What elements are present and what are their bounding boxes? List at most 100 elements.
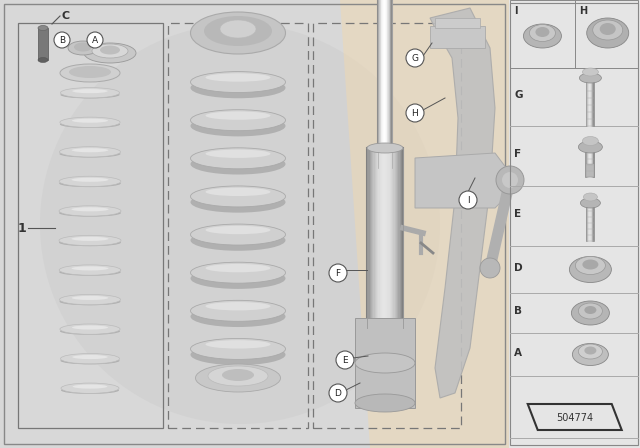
Polygon shape <box>340 0 509 448</box>
Ellipse shape <box>72 384 108 389</box>
Circle shape <box>329 264 347 282</box>
Ellipse shape <box>524 24 561 48</box>
Text: E: E <box>515 209 522 219</box>
Bar <box>586 164 595 177</box>
Circle shape <box>496 166 524 194</box>
Text: I: I <box>467 195 469 204</box>
Ellipse shape <box>205 112 271 120</box>
Ellipse shape <box>191 148 285 169</box>
Ellipse shape <box>575 257 605 275</box>
Text: C: C <box>62 11 70 21</box>
Ellipse shape <box>72 178 109 182</box>
Text: A: A <box>515 348 522 358</box>
Ellipse shape <box>60 117 120 128</box>
Ellipse shape <box>72 89 108 93</box>
Ellipse shape <box>60 64 120 82</box>
Ellipse shape <box>600 23 616 35</box>
Ellipse shape <box>69 66 111 78</box>
Ellipse shape <box>59 209 121 217</box>
Text: G: G <box>515 90 523 100</box>
Circle shape <box>406 49 424 67</box>
Ellipse shape <box>59 268 121 276</box>
Ellipse shape <box>191 116 285 136</box>
Ellipse shape <box>579 141 602 153</box>
Ellipse shape <box>191 306 285 327</box>
Ellipse shape <box>220 20 256 38</box>
Ellipse shape <box>60 298 120 305</box>
Ellipse shape <box>579 73 602 83</box>
Ellipse shape <box>195 364 280 392</box>
Ellipse shape <box>205 226 271 234</box>
Ellipse shape <box>60 121 120 128</box>
Ellipse shape <box>587 18 628 48</box>
Ellipse shape <box>59 176 121 186</box>
Ellipse shape <box>584 346 596 354</box>
Ellipse shape <box>191 300 285 321</box>
Ellipse shape <box>582 68 598 76</box>
Ellipse shape <box>84 43 136 63</box>
Ellipse shape <box>205 150 271 158</box>
Ellipse shape <box>59 265 121 275</box>
Bar <box>430 26 485 48</box>
Ellipse shape <box>60 151 120 158</box>
Ellipse shape <box>38 26 48 30</box>
Ellipse shape <box>60 353 120 364</box>
Ellipse shape <box>60 91 120 99</box>
Ellipse shape <box>205 73 271 82</box>
Ellipse shape <box>367 143 403 153</box>
Ellipse shape <box>191 230 285 251</box>
Bar <box>355 318 415 408</box>
Ellipse shape <box>60 357 120 364</box>
Ellipse shape <box>72 296 108 300</box>
Ellipse shape <box>579 344 602 359</box>
Ellipse shape <box>529 25 556 42</box>
Ellipse shape <box>205 264 271 272</box>
Ellipse shape <box>72 148 108 152</box>
Ellipse shape <box>191 224 285 245</box>
Text: E: E <box>342 356 348 365</box>
Bar <box>435 18 480 28</box>
Circle shape <box>336 351 354 369</box>
Ellipse shape <box>572 301 609 325</box>
Ellipse shape <box>191 186 285 207</box>
Bar <box>0 0 509 448</box>
Ellipse shape <box>59 235 121 246</box>
Ellipse shape <box>582 259 598 270</box>
Text: 1: 1 <box>18 221 26 234</box>
Ellipse shape <box>60 324 120 334</box>
Ellipse shape <box>593 20 623 40</box>
Ellipse shape <box>61 387 119 394</box>
Ellipse shape <box>191 192 285 213</box>
Ellipse shape <box>72 207 109 211</box>
Ellipse shape <box>92 44 128 58</box>
Text: F: F <box>515 149 522 159</box>
Ellipse shape <box>205 302 271 310</box>
Ellipse shape <box>68 41 98 55</box>
Ellipse shape <box>208 366 268 386</box>
Ellipse shape <box>191 110 285 131</box>
Ellipse shape <box>60 327 120 335</box>
Ellipse shape <box>572 344 609 366</box>
Ellipse shape <box>191 262 285 283</box>
Ellipse shape <box>72 266 109 271</box>
Ellipse shape <box>59 239 121 246</box>
Ellipse shape <box>59 206 121 216</box>
Text: D: D <box>515 263 523 272</box>
Circle shape <box>329 384 347 402</box>
Bar <box>168 23 308 428</box>
Circle shape <box>87 32 103 48</box>
Text: B: B <box>59 35 65 44</box>
Ellipse shape <box>72 119 108 123</box>
Ellipse shape <box>205 340 271 349</box>
Bar <box>38 28 48 60</box>
Ellipse shape <box>191 78 285 98</box>
Text: I: I <box>515 6 518 16</box>
Circle shape <box>502 172 518 188</box>
Ellipse shape <box>38 57 48 63</box>
Ellipse shape <box>60 146 120 157</box>
Text: F: F <box>335 268 340 277</box>
Ellipse shape <box>191 72 285 93</box>
Ellipse shape <box>204 16 272 46</box>
Ellipse shape <box>222 369 254 381</box>
Ellipse shape <box>205 188 271 196</box>
